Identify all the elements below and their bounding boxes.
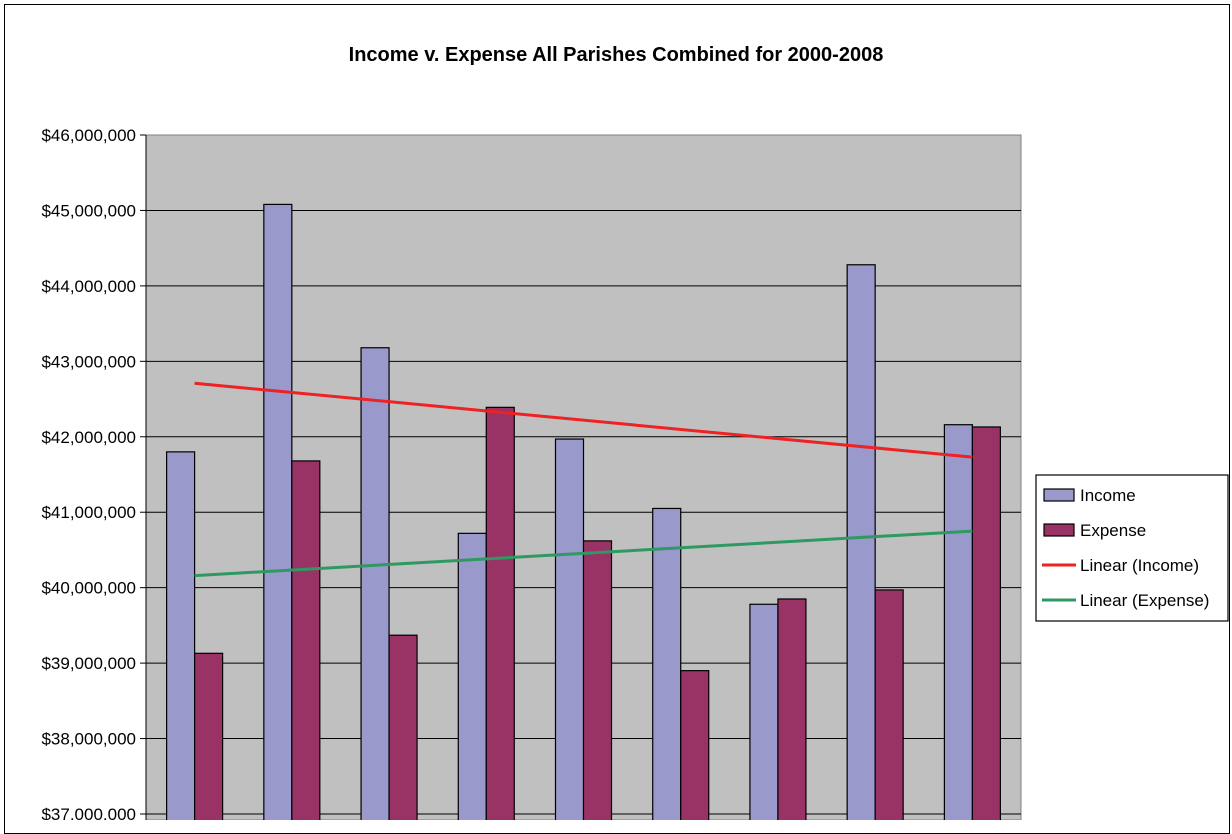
bar-income-2000 xyxy=(166,451,196,820)
bar-expense-2003 xyxy=(485,406,515,820)
y-tick-label: $41,000,000 xyxy=(41,503,136,522)
legend-label: Linear (Expense) xyxy=(1080,591,1209,610)
bar-expense-2008 xyxy=(971,426,1001,820)
y-tick-label: $42,000,000 xyxy=(41,428,136,447)
bar-income-2006 xyxy=(749,603,779,820)
legend: Income Expense Linear (Income) Linear (Expe… xyxy=(1035,474,1229,622)
legend-label: Expense xyxy=(1080,521,1146,540)
bar-income-2008 xyxy=(943,424,973,820)
bar-income-2007 xyxy=(846,264,876,820)
y-tick-label: $39,000,000 xyxy=(41,654,136,673)
bars xyxy=(166,203,1001,820)
y-tick-label: $44,000,000 xyxy=(41,277,136,296)
y-tick-label: $43,000,000 xyxy=(41,352,136,371)
linear-expense-line xyxy=(194,529,973,578)
linear-income-line xyxy=(194,381,973,459)
legend-swatch xyxy=(1043,523,1075,537)
chart-title: Income v. Expense All Parishes Combined … xyxy=(348,44,884,66)
bar-expense-2004 xyxy=(582,540,613,820)
trendlines xyxy=(194,381,973,578)
legend-swatch xyxy=(1043,488,1075,502)
y-axis: $46,000,000 $45,000,000 $44,000,000 $43,000… xyxy=(41,126,147,820)
bar-expense-2002 xyxy=(388,634,418,820)
bar-income-2001 xyxy=(263,203,293,820)
y-tick-label: $45,000,000 xyxy=(41,201,136,220)
bar-income-2002 xyxy=(360,347,390,820)
y-tick-label: $38,000,000 xyxy=(41,730,136,749)
bar-expense-2005 xyxy=(680,670,710,820)
y-tick-label: $37,000,000 xyxy=(41,805,136,820)
bar-expense-2007 xyxy=(874,589,904,820)
bar-expense-2000 xyxy=(194,652,224,820)
bar-expense-2001 xyxy=(291,460,321,820)
bar-income-2005 xyxy=(652,507,682,820)
y-tick-label: $46,000,000 xyxy=(41,126,136,145)
y-tick-label: $40,000,000 xyxy=(41,579,136,598)
legend-label: Income xyxy=(1080,486,1136,505)
bar-expense-2006 xyxy=(777,598,807,820)
bar-income-2004 xyxy=(554,438,585,820)
bar-income-2003 xyxy=(457,532,487,820)
legend-label: Linear (Income) xyxy=(1080,556,1199,575)
